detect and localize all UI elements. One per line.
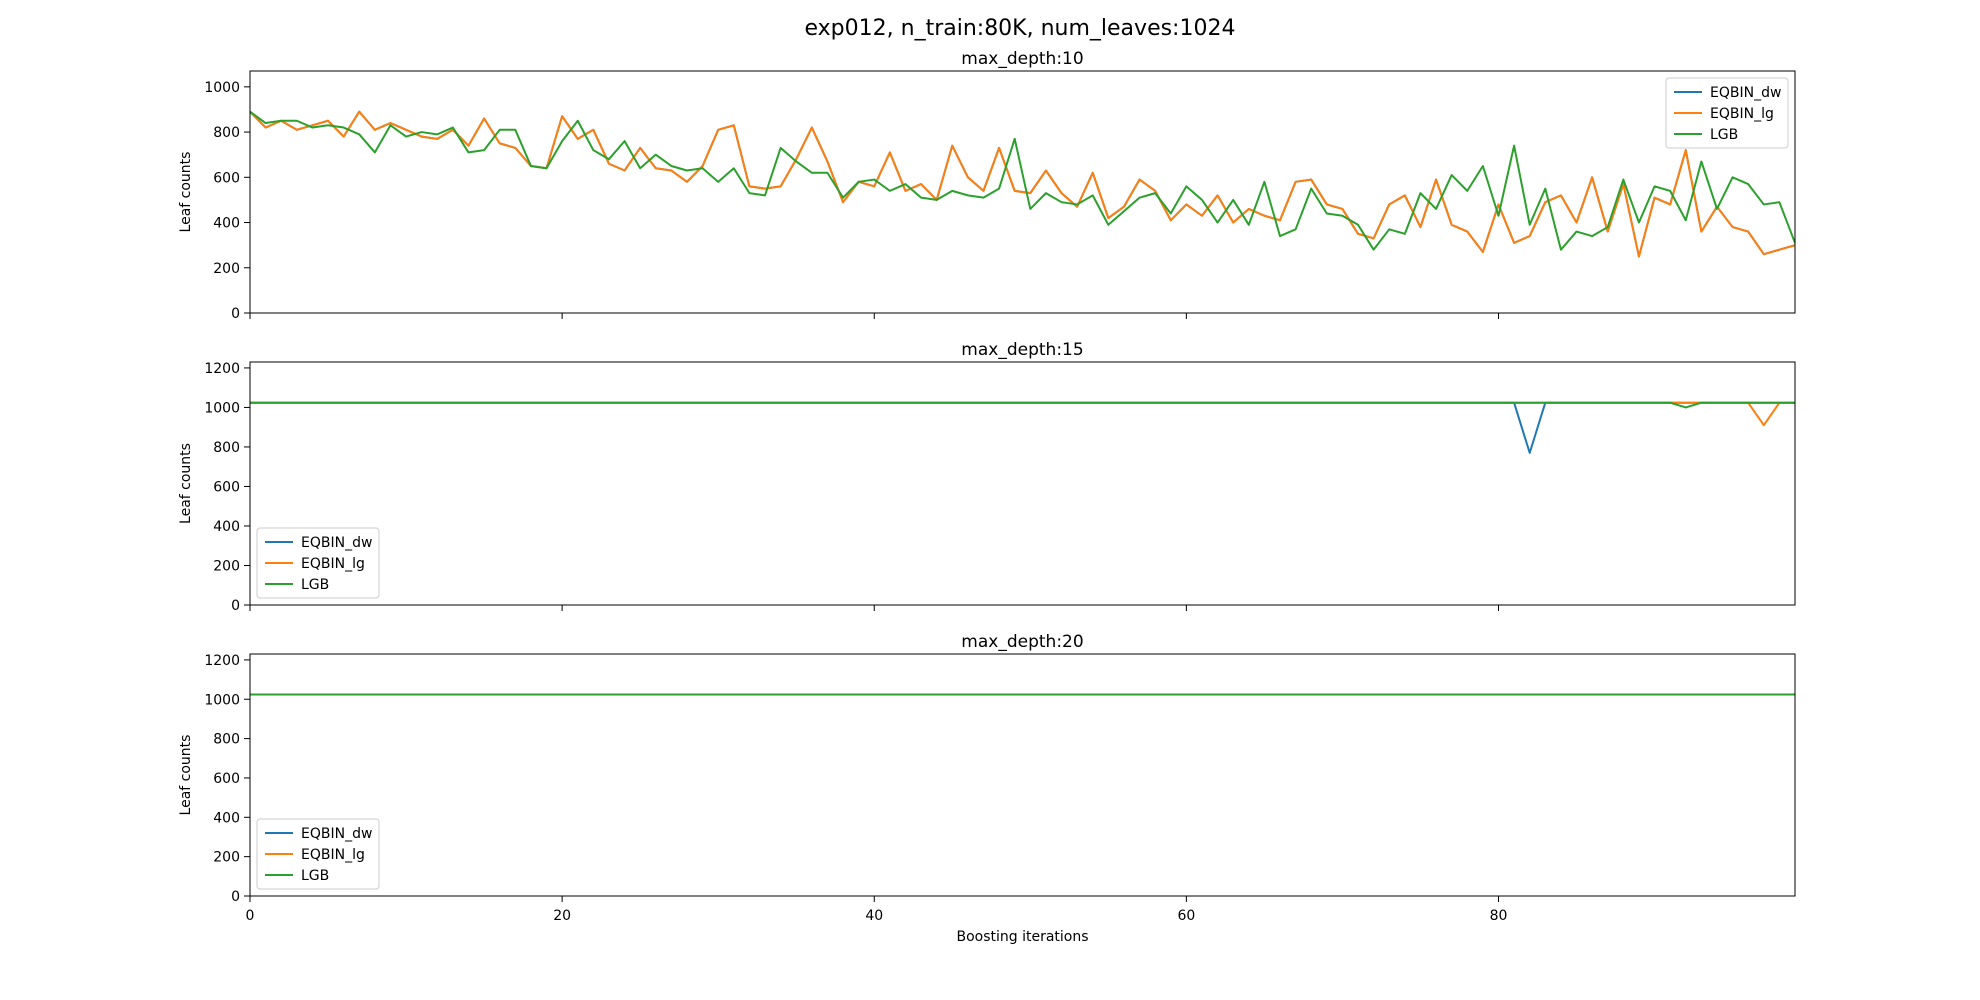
x-tick-label: 40 xyxy=(865,908,883,924)
x-tick-label: 20 xyxy=(553,908,571,924)
legend-label: LGB xyxy=(301,577,329,593)
legend-label: EQBIN_dw xyxy=(301,535,372,551)
y-tick-label: 600 xyxy=(213,170,240,186)
y-tick-label: 0 xyxy=(231,598,240,614)
axes-frame xyxy=(249,70,1796,314)
y-axis-label: Leaf counts xyxy=(178,152,194,233)
y-tick-label: 600 xyxy=(213,771,240,787)
subplot-1: max_depth:15 0 200 400 600 800 1000 1200 Leaf co… xyxy=(178,340,1796,614)
y-tick-label: 1200 xyxy=(204,361,240,377)
y-tick-label: 1200 xyxy=(204,653,240,669)
legend-label: EQBIN_lg xyxy=(301,847,365,863)
y-tick-label: 200 xyxy=(213,558,240,574)
legend-box xyxy=(1665,77,1789,149)
x-tick-label: 0 xyxy=(246,908,255,924)
axes-frame xyxy=(249,361,1796,606)
y-tick-label: 1000 xyxy=(204,400,240,416)
y-tick-label: 800 xyxy=(213,125,240,141)
series-line-eqbin-lg xyxy=(250,110,1795,258)
legend-label: EQBIN_lg xyxy=(1710,106,1774,122)
legend: EQBIN_dw EQBIN_lg LGB xyxy=(256,818,380,890)
legend-label: EQBIN_dw xyxy=(1710,85,1781,101)
y-tick-label: 0 xyxy=(231,889,240,905)
y-tick-label: 800 xyxy=(213,440,240,456)
legend: EQBIN_dw EQBIN_lg LGB xyxy=(256,527,380,599)
legend: EQBIN_dw EQBIN_lg LGB xyxy=(1665,77,1789,149)
legend-box xyxy=(256,527,380,599)
legend-label: LGB xyxy=(301,868,329,884)
subplot-title: max_depth:20 xyxy=(961,632,1083,652)
subplot-0: max_depth:10 0 200 400 600 800 1000 Leaf counts… xyxy=(178,49,1796,322)
x-tick-label: 60 xyxy=(1177,908,1195,924)
subplot-title: max_depth:15 xyxy=(961,340,1083,360)
series-group xyxy=(250,401,1795,454)
series-line-lgb xyxy=(250,110,1795,251)
figure-title: exp012, n_train:80K, num_leaves:1024 xyxy=(805,16,1236,41)
legend-label: LGB xyxy=(1710,127,1738,143)
y-tick-label: 600 xyxy=(213,479,240,495)
series-line-lgb xyxy=(250,401,1795,409)
y-tick-label: 400 xyxy=(213,216,240,232)
subplot-title: max_depth:10 xyxy=(961,49,1083,69)
y-axis-label: Leaf counts xyxy=(178,735,194,816)
y-tick-label: 1000 xyxy=(204,692,240,708)
y-tick-label: 200 xyxy=(213,850,240,866)
y-tick-label: 400 xyxy=(213,810,240,826)
legend-label: EQBIN_dw xyxy=(301,826,372,842)
y-tick-label: 200 xyxy=(213,261,240,277)
x-tick-label: 80 xyxy=(1490,908,1508,924)
x-axis-label: Boosting iterations xyxy=(956,929,1088,945)
legend-label: EQBIN_lg xyxy=(301,556,365,572)
axes-frame xyxy=(249,653,1796,897)
subplot-2: max_depth:20 0 200 400 600 800 1000 1200 0 20 40 60… xyxy=(178,632,1796,945)
y-tick-label: 400 xyxy=(213,519,240,535)
y-tick-label: 1000 xyxy=(204,80,240,96)
y-tick-label: 0 xyxy=(231,306,240,322)
legend-box xyxy=(256,818,380,890)
series-group xyxy=(250,110,1795,258)
y-tick-label: 800 xyxy=(213,732,240,748)
y-axis-label: Leaf counts xyxy=(178,443,194,524)
